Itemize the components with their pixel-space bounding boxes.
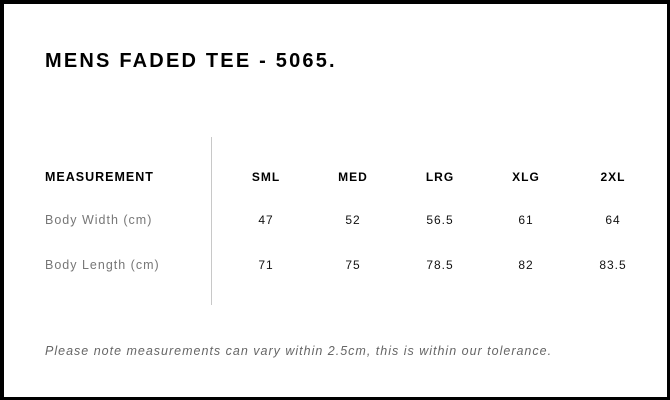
table-cell: 71 — [258, 258, 274, 272]
header-size: XLG — [512, 170, 540, 184]
row-label: Body Length (cm) — [45, 258, 160, 272]
page-title: MENS FADED TEE - 5065. — [45, 50, 337, 72]
table-cell: 64 — [605, 213, 621, 227]
table-cell: 61 — [518, 213, 534, 227]
table-cell: 78.5 — [426, 258, 454, 272]
header-measurement: MEASUREMENT — [45, 170, 154, 184]
tolerance-note: Please note measurements can vary within… — [45, 344, 553, 358]
table-cell: 82 — [518, 258, 534, 272]
header-size: LRG — [425, 170, 455, 184]
header-size: 2XL — [600, 170, 626, 184]
header-size: MED — [338, 170, 368, 184]
table-cell: 75 — [345, 258, 361, 272]
table-cell: 83.5 — [599, 258, 627, 272]
table-cell: 56.5 — [426, 213, 454, 227]
column-divider — [211, 137, 212, 305]
table-cell: 52 — [345, 213, 361, 227]
row-label: Body Width (cm) — [45, 213, 153, 227]
header-size: SML — [251, 170, 281, 184]
table-cell: 47 — [258, 213, 274, 227]
